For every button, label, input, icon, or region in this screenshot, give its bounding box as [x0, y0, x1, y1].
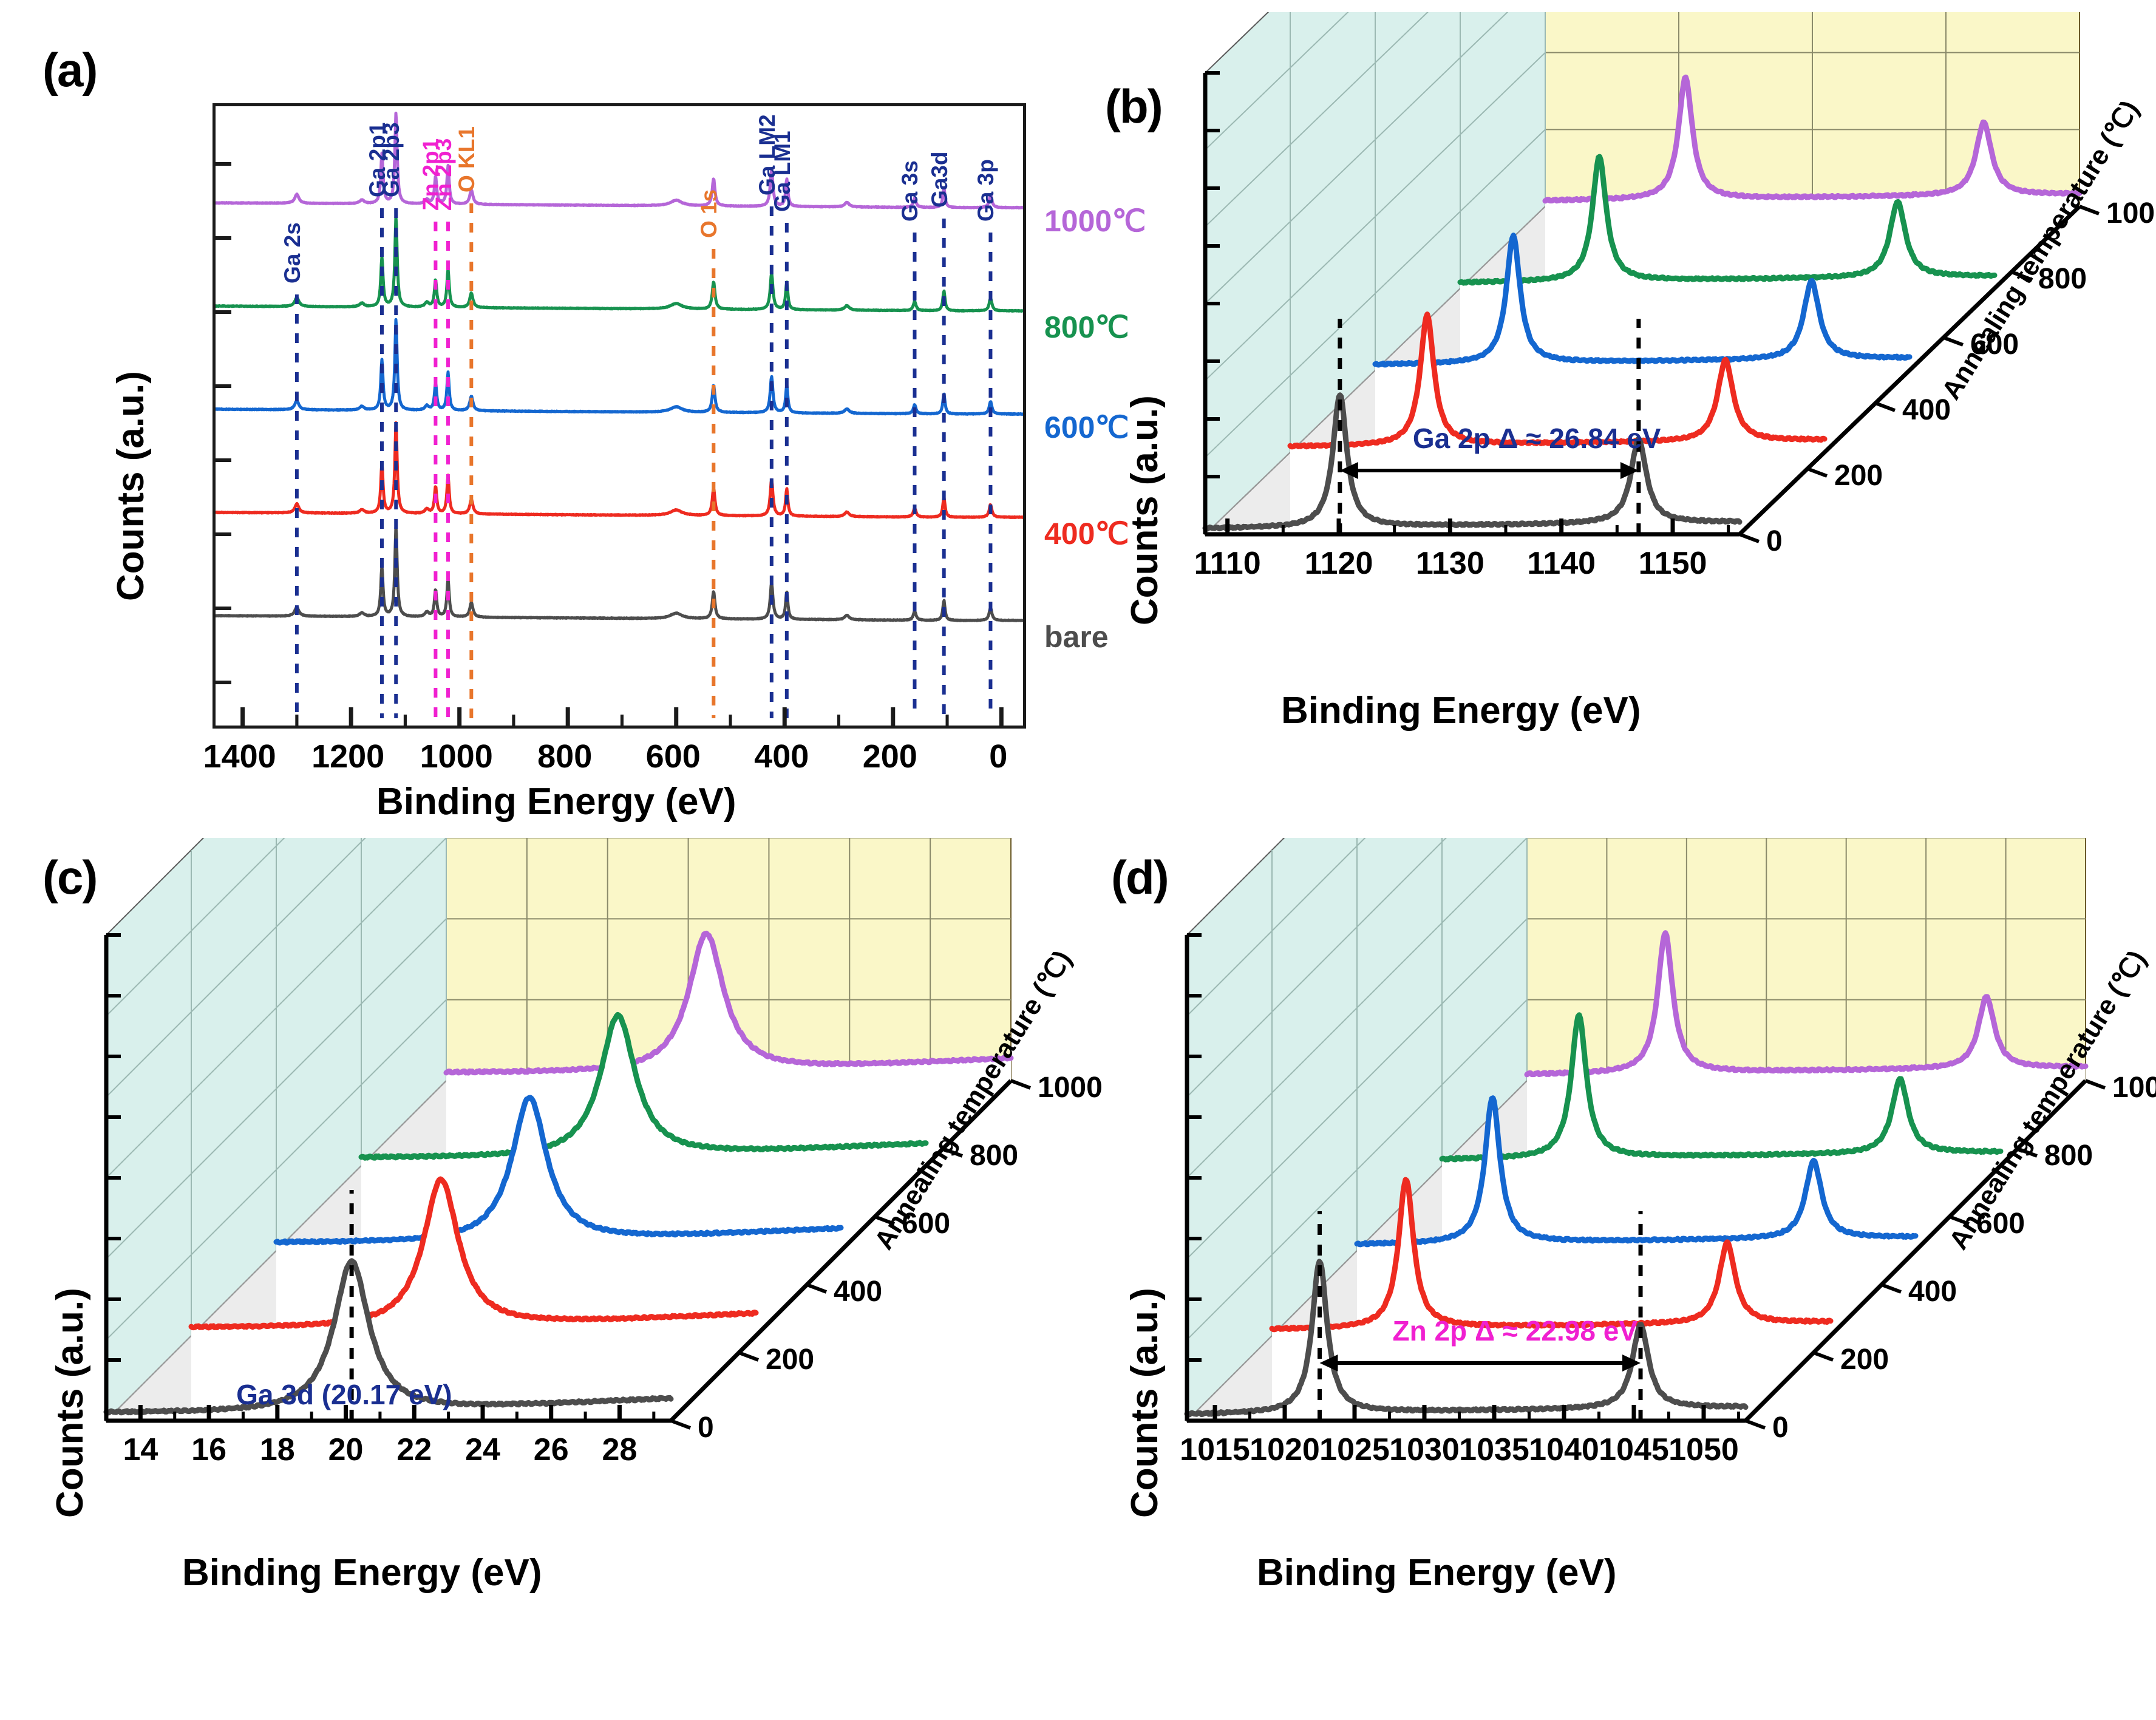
panel-b-xtick-1150: 1150	[1638, 546, 1707, 581]
panel-a-peak-label-ga3d: Ga3d	[927, 151, 952, 208]
panel-b-ztick-600: 600	[1970, 328, 2019, 361]
panel-a-xtick-1200: 1200	[311, 738, 385, 775]
panel-b-ztick-800: 800	[2038, 263, 2087, 295]
panel-c-xtick-28: 28	[602, 1432, 638, 1467]
panel-c-xtick-16: 16	[191, 1432, 226, 1467]
panel-d-waterfall-svg	[1184, 838, 2106, 1597]
panel-c-label: (c)	[43, 851, 98, 904]
panel-c-x-axis-title: Binding Energy (eV)	[182, 1552, 542, 1594]
panel-a-peak-label-ga-lm1: Ga LM1	[769, 131, 795, 212]
panel-c-ztick-600: 600	[902, 1208, 951, 1240]
panel-b-ztick-200: 200	[1834, 460, 1883, 492]
panel-c-xtick-24: 24	[465, 1432, 500, 1467]
panel-a-series-label-800c: 800℃	[1044, 310, 1129, 344]
panel-b-ztick-0: 0	[1766, 525, 1783, 557]
panel-b-ztick-400: 400	[1902, 394, 1951, 426]
panel-d-ztick-0: 0	[1772, 1412, 1789, 1444]
panel-b-x-axis-title: Binding Energy (eV)	[1281, 690, 1641, 732]
panel-d-ztick-200: 200	[1840, 1344, 1889, 1376]
panel-a-xtick-800: 800	[537, 738, 593, 775]
panel-a-peak-label-o-kl1: O KL1	[454, 126, 480, 192]
panel-a-x-axis-title: Binding Energy (eV)	[376, 781, 736, 823]
panel-a-peak-label-o-1s: O 1s	[696, 189, 722, 238]
panel-c-xtick-22: 22	[396, 1432, 432, 1467]
panel-d-ztick-800: 800	[2044, 1140, 2093, 1172]
panel-b-xtick-1140: 1140	[1527, 546, 1596, 581]
panel-d-ztick-400: 400	[1908, 1276, 1957, 1308]
panel-a-peak-label-ga-2p3: Ga 2p3	[379, 122, 404, 197]
panel-d-xtick-1030: 1030	[1389, 1432, 1460, 1467]
panel-d-ztick-1000: 1000	[2112, 1072, 2156, 1104]
panel-c-xtick-18: 18	[259, 1432, 295, 1467]
panel-c-waterfall-svg	[103, 838, 1032, 1597]
panel-b-xtick-1130: 1130	[1415, 546, 1484, 581]
panel-d-xtick-1045: 1045	[1599, 1432, 1669, 1467]
panel-a-label: (a)	[43, 43, 98, 97]
panel-a-plot-area: Ga 2s Ga 2p1 Ga 2p3 Zn 2p1 Zn 2p3 O KL1 O 1s Ga…	[213, 103, 1026, 729]
panel-a-peak-label-ga-3p: Ga 3p	[973, 159, 999, 222]
panel-c-ztick-800: 800	[970, 1140, 1019, 1172]
panel-a-xtick-600: 600	[645, 738, 701, 775]
panel-b-delta-annotation: Ga 2p Δ ≈ 26.84 eV	[1412, 423, 1661, 454]
panel-c-peak-annotation: Ga 3d (20.17 eV)	[236, 1379, 452, 1410]
panel-c-ga3d: (c) Counts (a.u.) Ga 3d (20.17 eV) 14 16 1…	[24, 838, 1103, 1700]
panel-a-peak-label-ga-2s: Ga 2s	[279, 222, 305, 284]
panel-b-label: (b)	[1105, 80, 1163, 133]
panel-c-ztick-0: 0	[698, 1412, 714, 1444]
panel-d-delta-annotation: Zn 2p Δ ≈ 22.98 eV	[1392, 1315, 1637, 1347]
panel-a-series-label-400c: 400℃	[1044, 517, 1129, 551]
panel-d-xtick-1050: 1050	[1668, 1432, 1739, 1467]
panel-a-series-label-1000c: 1000℃	[1044, 204, 1146, 238]
panel-b-ga2p: (b) Counts (a.u.) Ga 2p Δ ≈ 26.84 eV 111…	[1099, 12, 2156, 826]
panel-c-xtick-20: 20	[328, 1432, 364, 1467]
panel-d-xtick-1020: 1020	[1250, 1432, 1320, 1467]
panel-a-series-label-bare: bare	[1044, 620, 1109, 654]
panel-c-ztick-200: 200	[766, 1344, 815, 1376]
panel-a-xtick-200: 200	[862, 738, 917, 775]
panel-d-label: (d)	[1111, 851, 1169, 904]
panel-b-xtick-1120: 1120	[1304, 546, 1373, 581]
panel-a-survey-spectra: (a) Counts (a.u.) Ga 2s Ga 2p1 Ga 2p3 Zn 2p…	[36, 36, 1146, 826]
panel-d-ztick-600: 600	[1976, 1208, 2025, 1240]
panel-d-xtick-1015: 1015	[1180, 1432, 1250, 1467]
panel-a-peak-label-zn-2p3: Zn 2p3	[430, 138, 456, 211]
panel-a-series-label-600c: 600℃	[1044, 410, 1129, 444]
panel-b-ztick-1000: 1000	[2106, 197, 2156, 229]
panel-a-y-axis-title: Counts (a.u.)	[110, 371, 152, 601]
panel-d-xtick-1040: 1040	[1529, 1432, 1599, 1467]
panel-d-xtick-1025: 1025	[1319, 1432, 1390, 1467]
panel-b-xtick-1110: 1110	[1194, 546, 1261, 581]
panel-d-zn2p: (d) Counts (a.u.) Zn 2p Δ ≈ 22.98 eV 101…	[1099, 838, 2156, 1700]
panel-b-waterfall-svg	[1202, 12, 2100, 735]
panel-c-xtick-26: 26	[533, 1432, 569, 1467]
panel-d-x-axis-title: Binding Energy (eV)	[1257, 1552, 1617, 1594]
panel-a-xtick-400: 400	[754, 738, 809, 775]
panel-d-xtick-1035: 1035	[1459, 1432, 1529, 1467]
panel-a-spectra-svg	[216, 111, 1023, 726]
panel-a-xtick-0: 0	[989, 738, 1008, 775]
panel-c-xtick-14: 14	[123, 1432, 158, 1467]
panel-a-xtick-1400: 1400	[203, 738, 276, 775]
panel-c-ztick-1000: 1000	[1038, 1072, 1103, 1104]
panel-a-peak-label-ga-3s: Ga 3s	[897, 160, 923, 222]
panel-c-ztick-400: 400	[834, 1276, 883, 1308]
panel-a-xtick-1000: 1000	[420, 738, 493, 775]
